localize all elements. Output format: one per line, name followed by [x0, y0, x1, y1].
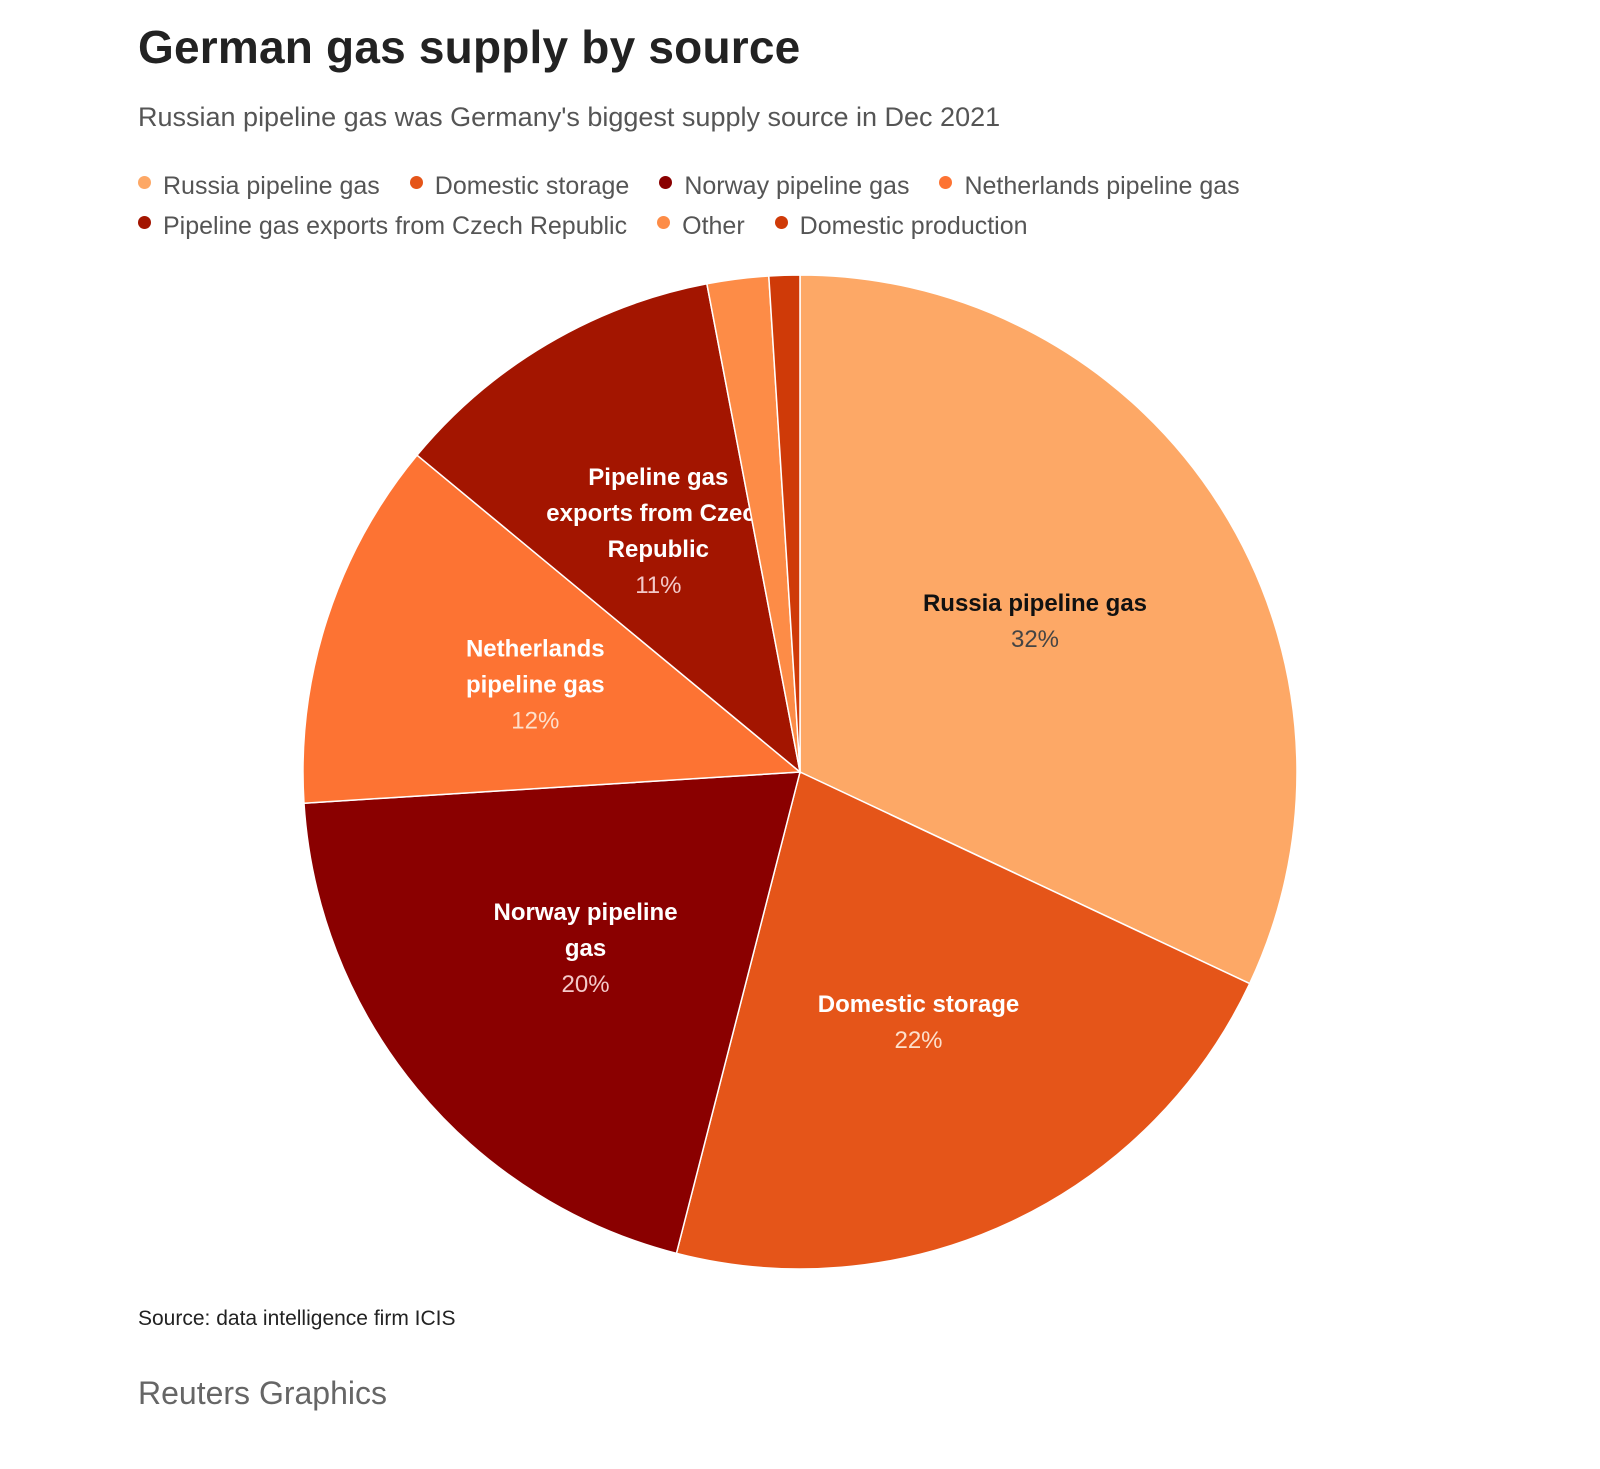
- legend-label: Domestic storage: [434, 172, 630, 200]
- legend-label: Norway pipeline gas: [684, 172, 910, 200]
- legend-label: Domestic production: [799, 212, 1028, 240]
- slice-label: Netherlands: [466, 635, 605, 662]
- legend-item: Domestic storage: [409, 172, 630, 202]
- slice-percent-label: 32%: [1011, 626, 1059, 653]
- slice-percent-label: 20%: [562, 971, 610, 998]
- slice-label: gas: [565, 935, 606, 962]
- legend-label: Russia pipeline gas: [163, 172, 380, 200]
- slice-label: Norway pipeline: [494, 899, 678, 926]
- source-note: Source: data intelligence firm ICIS: [138, 1307, 456, 1330]
- brand-credit: Reuters Graphics: [138, 1375, 387, 1411]
- legend-item: Netherlands pipeline gas: [939, 172, 1240, 202]
- legend-item: Domestic production: [774, 212, 1028, 242]
- chart-title: German gas supply by source: [138, 21, 801, 73]
- slice-percent-label: 22%: [894, 1027, 942, 1054]
- chart-legend: Russia pipeline gas Domestic storage Norwa…: [138, 172, 1398, 242]
- legend-swatch: [774, 216, 788, 229]
- legend-swatch: [138, 176, 151, 189]
- legend-label: Other: [682, 212, 745, 240]
- slice-label: Domestic storage: [818, 991, 1019, 1018]
- legend-item: Other: [657, 212, 745, 242]
- legend-label: Netherlands pipeline gas: [964, 172, 1240, 200]
- pie-slice: [415, 282, 802, 774]
- pie-slice: [799, 274, 1298, 985]
- chart-subtitle: Russian pipeline gas was Germany's bigge…: [138, 102, 1001, 132]
- pie-slice: [675, 770, 1251, 1270]
- slice-label: pipeline gas: [466, 671, 605, 698]
- legend-swatch: [657, 216, 671, 229]
- pie-slice: [303, 771, 801, 1255]
- legend-swatch: [659, 176, 673, 189]
- pie-chart: Russia pipeline gas 32% Domestic storage 22…: [302, 274, 1298, 1270]
- slice-percent-label: 12%: [511, 707, 559, 734]
- slice-label: Pipeline gas: [588, 464, 728, 491]
- pie-slice: [302, 454, 802, 805]
- pie-slice: [767, 274, 801, 773]
- slice-label: exports from Czech: [546, 500, 770, 527]
- legend-swatch: [138, 216, 151, 229]
- legend-item: Norway pipeline gas: [659, 172, 909, 202]
- slice-label: Russia pipeline gas: [923, 590, 1147, 617]
- legend-item: Russia pipeline gas: [138, 172, 380, 202]
- legend-swatch: [939, 176, 953, 189]
- legend-label: Pipeline gas exports from Czech Republic: [163, 212, 628, 240]
- legend-swatch: [409, 176, 423, 189]
- legend-item: Pipeline gas exports from Czech Republic: [138, 212, 627, 242]
- slice-label: Republic: [608, 536, 709, 563]
- slice-percent-label: 11%: [635, 572, 681, 599]
